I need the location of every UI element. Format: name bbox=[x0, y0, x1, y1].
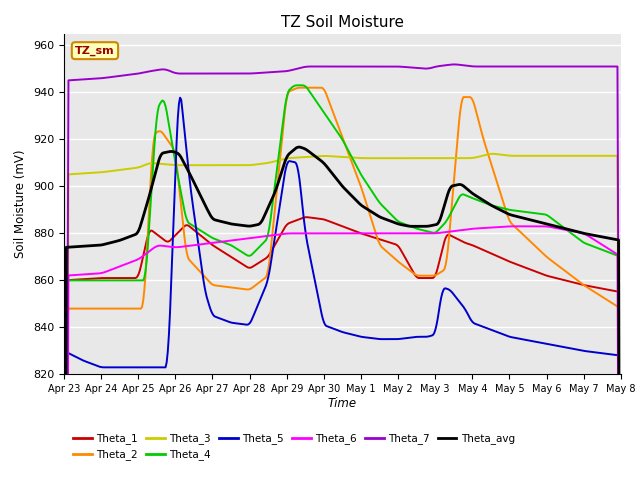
X-axis label: Time: Time bbox=[328, 397, 357, 410]
Title: TZ Soil Moisture: TZ Soil Moisture bbox=[281, 15, 404, 30]
Text: TZ_sm: TZ_sm bbox=[75, 46, 115, 56]
Legend: Theta_1, Theta_2, Theta_3, Theta_4, Theta_5, Theta_6, Theta_7, Theta_avg: Theta_1, Theta_2, Theta_3, Theta_4, Thet… bbox=[69, 429, 519, 465]
Y-axis label: Soil Moisture (mV): Soil Moisture (mV) bbox=[15, 150, 28, 258]
